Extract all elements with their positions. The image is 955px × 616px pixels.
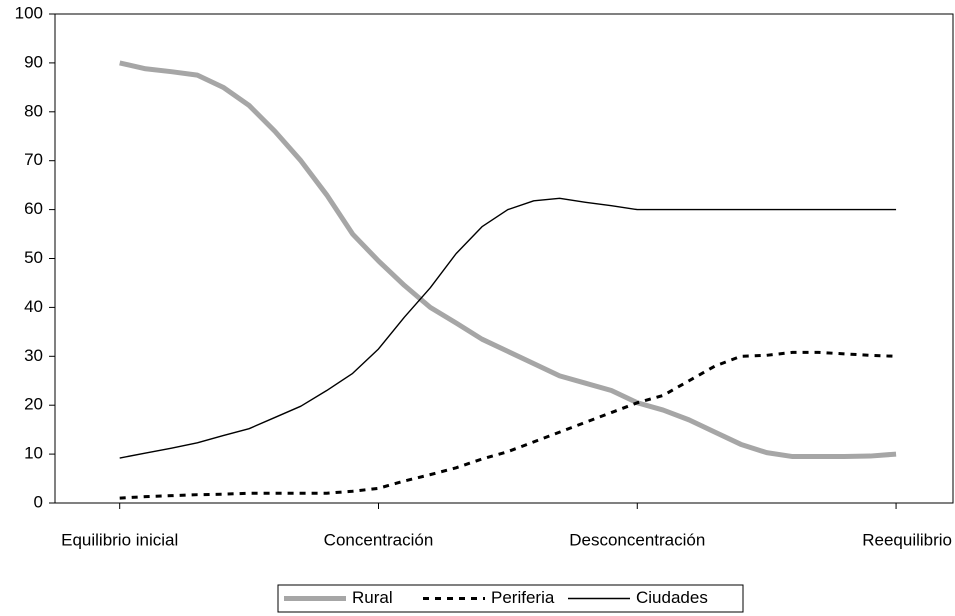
x-tick-label: Reequilibrio	[862, 530, 952, 549]
x-tick-label: Concentración	[324, 530, 434, 549]
y-tick-label: 100	[15, 3, 43, 22]
legend-label: Rural	[352, 588, 393, 607]
series-line	[119, 197, 897, 459]
series-line	[119, 350, 897, 500]
y-tick-label: 60	[24, 199, 43, 218]
y-tick-label: 40	[24, 297, 43, 316]
plot-frame	[54, 13, 954, 504]
series-line	[119, 60, 897, 460]
y-tick-label: 80	[24, 101, 43, 120]
legend-label: Periferia	[491, 588, 555, 607]
y-tick-label: 70	[24, 150, 43, 169]
y-tick-label: 30	[24, 346, 43, 365]
y-tick-label: 50	[24, 248, 43, 267]
y-tick-label: 0	[34, 492, 43, 511]
y-tick-label: 90	[24, 52, 43, 71]
y-tick-label: 20	[24, 395, 43, 414]
x-tick-label: Desconcentración	[569, 530, 705, 549]
x-tick-label: Equilibrio inicial	[61, 530, 178, 549]
legend: Rural Periferia Ciudades	[277, 584, 744, 613]
legend-label: Ciudades	[636, 588, 708, 607]
y-tick-label: 10	[24, 444, 43, 463]
legend-box	[277, 584, 744, 613]
